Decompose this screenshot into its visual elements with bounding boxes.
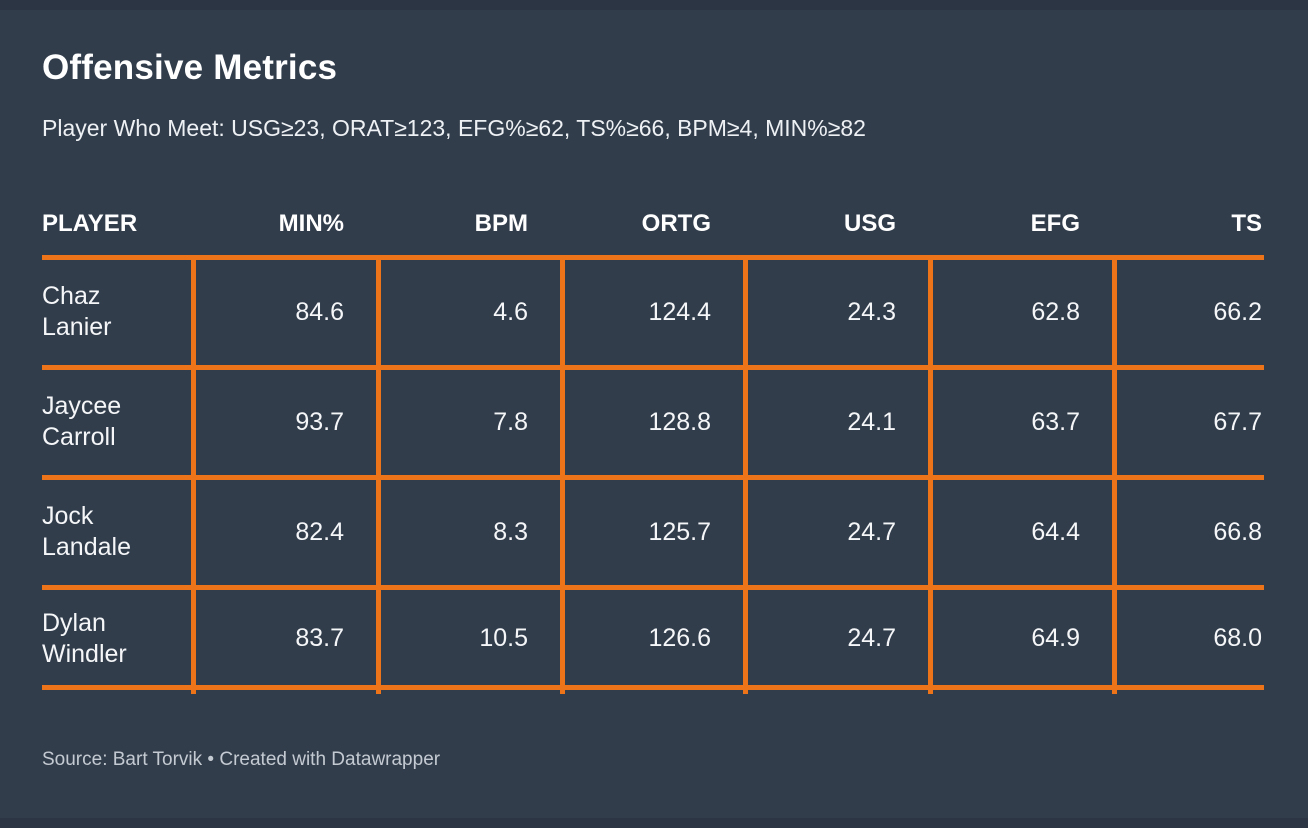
column-divider	[1112, 255, 1117, 694]
row-divider	[42, 365, 1264, 370]
stat-value-minpct: 93.7	[295, 407, 344, 436]
column-header-minpct: MIN%	[278, 209, 344, 237]
column-divider	[743, 255, 748, 694]
stat-value-efg: 63.7	[1031, 407, 1080, 436]
table-bottom-rule	[42, 685, 1264, 690]
top-edge-strip	[0, 0, 1308, 10]
stat-value-usg: 24.3	[847, 297, 896, 326]
column-header-ts: TS	[1231, 209, 1262, 237]
stat-value-minpct: 83.7	[295, 624, 344, 652]
column-header-ortg: ORTG	[641, 209, 711, 237]
stat-value-ortg: 124.4	[648, 297, 711, 326]
player-name: Jock Landale	[42, 502, 131, 561]
row-divider	[42, 475, 1264, 480]
stat-value-ts: 66.2	[1213, 297, 1262, 326]
column-header-usg: USG	[843, 209, 896, 237]
player-name: Dylan Windler	[42, 608, 127, 668]
stat-value-minpct: 84.6	[295, 297, 344, 326]
stat-value-ts: 66.8	[1213, 517, 1262, 546]
stat-value-bpm: 4.6	[493, 297, 528, 326]
stat-value-bpm: 8.3	[493, 517, 528, 546]
player-name: Chaz Lanier	[42, 282, 112, 341]
column-header-player: PLAYER	[42, 209, 138, 237]
player-name: Jaycee Carroll	[42, 392, 122, 451]
stat-value-efg: 62.8	[1031, 297, 1080, 326]
stat-value-bpm: 10.5	[479, 624, 528, 652]
column-header-efg: EFG	[1030, 209, 1080, 237]
stat-value-ortg: 125.7	[648, 517, 711, 546]
stat-value-usg: 24.7	[847, 517, 896, 546]
row-divider	[42, 585, 1264, 590]
bottom-edge-strip	[0, 818, 1308, 828]
stat-value-efg: 64.9	[1031, 624, 1080, 652]
stat-value-ts: 68.0	[1213, 624, 1262, 652]
stat-value-bpm: 7.8	[493, 407, 528, 436]
source-attribution: Source: Bart Torvik • Created with Dataw…	[42, 749, 441, 770]
stat-value-ortg: 126.6	[648, 624, 711, 652]
header-divider	[42, 255, 1264, 260]
chart-subtitle: Player Who Meet: USG≥23, ORAT≥123, EFG%≥…	[42, 115, 866, 141]
stat-value-minpct: 82.4	[295, 517, 344, 546]
column-divider	[560, 255, 565, 694]
column-header-bpm: BPM	[474, 209, 528, 237]
offensive-metrics-table: PLAYER MIN% BPM ORTG USG EFG TS Chaz Lanier 84.6…	[42, 190, 1264, 694]
column-divider	[376, 255, 381, 694]
stat-value-ts: 67.7	[1213, 407, 1262, 436]
stat-value-ortg: 128.8	[648, 407, 711, 436]
chart-title: Offensive Metrics	[42, 48, 338, 87]
stat-value-efg: 64.4	[1031, 517, 1080, 546]
column-divider	[928, 255, 933, 694]
stat-value-usg: 24.1	[847, 407, 896, 436]
column-divider	[191, 255, 196, 694]
stat-value-usg: 24.7	[847, 624, 896, 652]
